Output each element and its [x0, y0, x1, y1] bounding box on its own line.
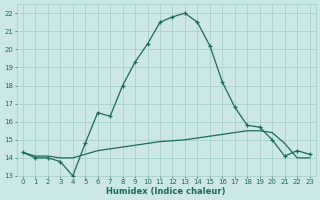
X-axis label: Humidex (Indice chaleur): Humidex (Indice chaleur) — [107, 187, 226, 196]
